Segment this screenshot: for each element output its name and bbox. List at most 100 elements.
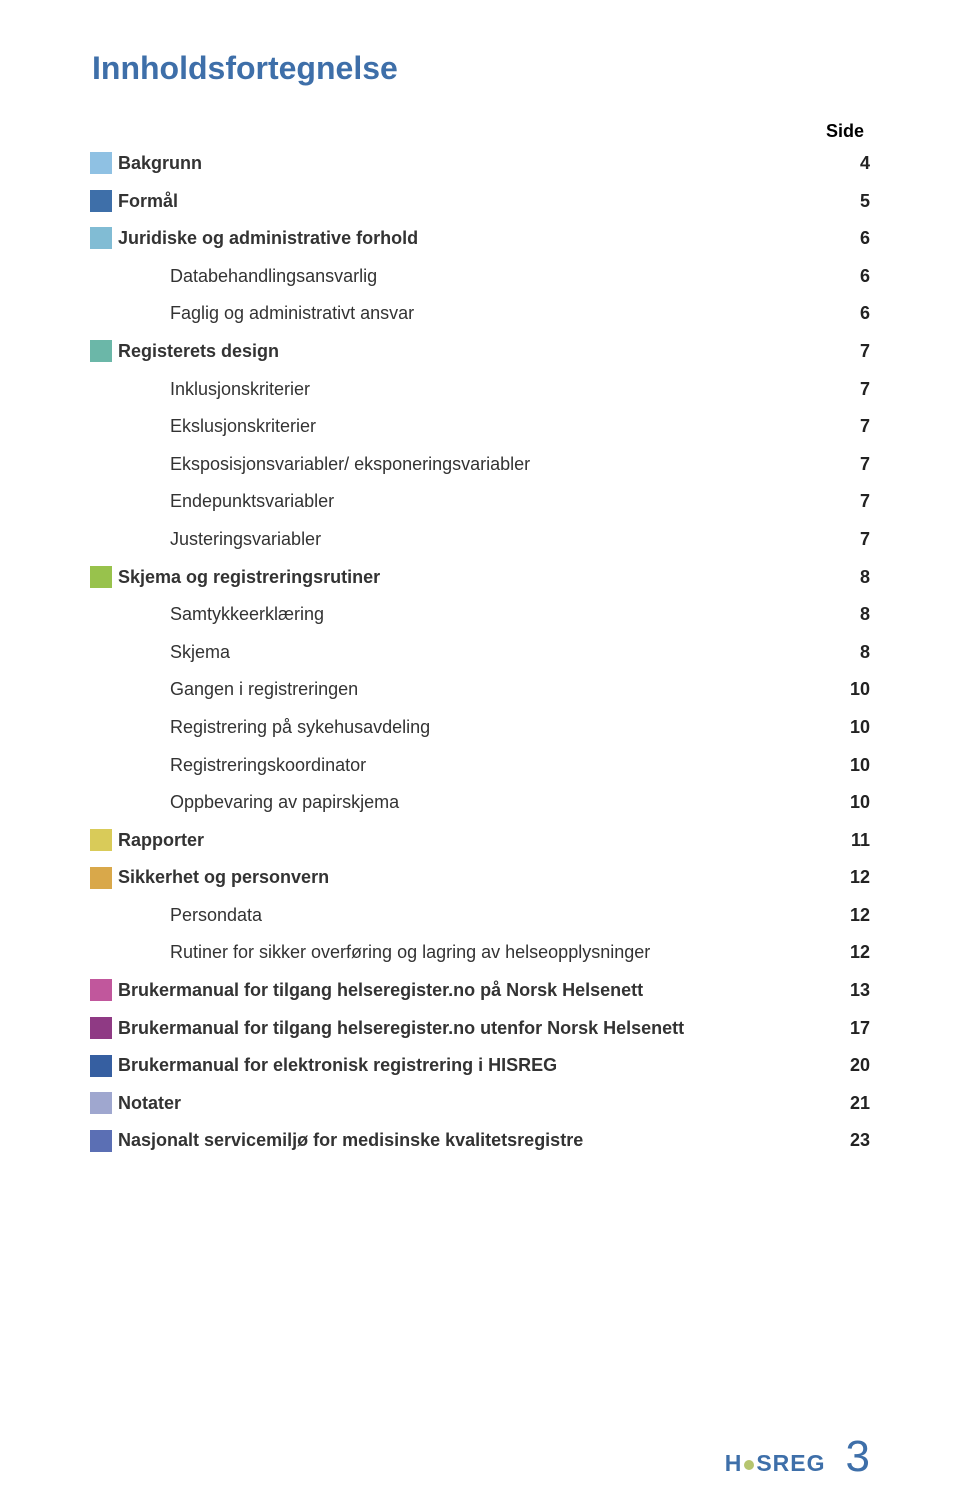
toc-label: Justeringsvariabler (118, 524, 830, 555)
toc-square-icon (90, 265, 112, 287)
toc-page-number: 7 (830, 374, 870, 405)
toc-row: Persondata12 (90, 900, 870, 931)
toc-row: Justeringsvariabler7 (90, 524, 870, 555)
toc-page-number: 21 (830, 1088, 870, 1119)
toc-square-icon (90, 1130, 112, 1152)
toc-row: Ekslusjonskriterier7 (90, 411, 870, 442)
toc-page-number: 10 (830, 750, 870, 781)
toc-page-number: 7 (830, 524, 870, 555)
toc-page-number: 12 (830, 937, 870, 968)
side-column-header: Side (90, 121, 870, 142)
toc-row: Notater21 (90, 1088, 870, 1119)
toc-page-number: 10 (830, 712, 870, 743)
toc-page-number: 23 (830, 1125, 870, 1156)
toc-label: Faglig og administrativt ansvar (118, 298, 830, 329)
toc-label: Oppbevaring av papirskjema (118, 787, 830, 818)
toc-label: Rutiner for sikker overføring og lagring… (118, 937, 830, 968)
toc-row: Skjema og registreringsrutiner8 (90, 562, 870, 593)
logo-dot-icon (744, 1460, 754, 1470)
toc-row: Formål5 (90, 186, 870, 217)
toc-square-icon (90, 716, 112, 738)
toc-square-icon (90, 829, 112, 851)
toc-label: Nasjonalt servicemiljø for medisinske kv… (118, 1125, 830, 1156)
toc-page-number: 12 (830, 862, 870, 893)
toc-label: Sikkerhet og personvern (118, 862, 830, 893)
toc-label: Endepunktsvariabler (118, 486, 830, 517)
toc-square-icon (90, 378, 112, 400)
toc-page-number: 10 (830, 674, 870, 705)
toc-row: Registerets design7 (90, 336, 870, 367)
toc-row: Eksposisjonsvariabler/ eksponeringsvaria… (90, 449, 870, 480)
toc-page-number: 7 (830, 411, 870, 442)
logo-text-sreg: SREG (756, 1450, 825, 1476)
toc-row: Juridiske og administrative forhold6 (90, 223, 870, 254)
toc-label: Ekslusjonskriterier (118, 411, 830, 442)
toc-square-icon (90, 904, 112, 926)
toc-square-icon (90, 679, 112, 701)
toc-square-icon (90, 641, 112, 663)
toc-label: Databehandlingsansvarlig (118, 261, 830, 292)
toc-square-icon (90, 340, 112, 362)
toc-square-icon (90, 791, 112, 813)
toc-page-number: 4 (830, 148, 870, 179)
toc-square-icon (90, 303, 112, 325)
toc-page-number: 12 (830, 900, 870, 931)
logo-text-h: H (725, 1450, 743, 1476)
toc-row: Sikkerhet og personvern12 (90, 862, 870, 893)
toc-row: Nasjonalt servicemiljø for medisinske kv… (90, 1125, 870, 1156)
toc-label: Formål (118, 186, 830, 217)
table-of-contents: Bakgrunn4Formål5Juridiske og administrat… (90, 148, 870, 1156)
toc-label: Skjema (118, 637, 830, 668)
toc-page-number: 8 (830, 599, 870, 630)
toc-page-number: 6 (830, 261, 870, 292)
toc-square-icon (90, 453, 112, 475)
toc-row: Brukermanual for tilgang helseregister.n… (90, 975, 870, 1006)
toc-square-icon (90, 603, 112, 625)
toc-page-number: 7 (830, 336, 870, 367)
toc-page-number: 7 (830, 449, 870, 480)
toc-label: Registerets design (118, 336, 830, 367)
toc-square-icon (90, 415, 112, 437)
toc-label: Inklusjonskriterier (118, 374, 830, 405)
toc-row: Gangen i registreringen10 (90, 674, 870, 705)
toc-square-icon (90, 227, 112, 249)
toc-label: Eksposisjonsvariabler/ eksponeringsvaria… (118, 449, 830, 480)
page-title: Innholdsfortegnelse (92, 50, 870, 87)
toc-label: Brukermanual for elektronisk registrerin… (118, 1050, 830, 1081)
toc-square-icon (90, 1092, 112, 1114)
toc-page-number: 13 (830, 975, 870, 1006)
toc-label: Brukermanual for tilgang helseregister.n… (118, 1013, 830, 1044)
toc-row: Faglig og administrativt ansvar6 (90, 298, 870, 329)
toc-row: Registreringskoordinator10 (90, 750, 870, 781)
toc-label: Bakgrunn (118, 148, 830, 179)
toc-page-number: 17 (830, 1013, 870, 1044)
toc-label: Persondata (118, 900, 830, 931)
toc-row: Rutiner for sikker overføring og lagring… (90, 937, 870, 968)
toc-label: Rapporter (118, 825, 830, 856)
toc-page-number: 5 (830, 186, 870, 217)
toc-row: Samtykkeerklæring8 (90, 599, 870, 630)
toc-row: Inklusjonskriterier7 (90, 374, 870, 405)
toc-row: Bakgrunn4 (90, 148, 870, 179)
toc-square-icon (90, 754, 112, 776)
toc-page-number: 6 (830, 223, 870, 254)
footer: HSREG 3 (725, 1432, 870, 1482)
toc-page-number: 8 (830, 637, 870, 668)
toc-page-number: 6 (830, 298, 870, 329)
toc-label: Registreringskoordinator (118, 750, 830, 781)
toc-square-icon (90, 528, 112, 550)
toc-label: Skjema og registreringsrutiner (118, 562, 830, 593)
toc-row: Oppbevaring av papirskjema10 (90, 787, 870, 818)
toc-row: Brukermanual for tilgang helseregister.n… (90, 1013, 870, 1044)
toc-square-icon (90, 979, 112, 1001)
toc-row: Rapporter11 (90, 825, 870, 856)
toc-row: Databehandlingsansvarlig6 (90, 261, 870, 292)
toc-square-icon (90, 867, 112, 889)
toc-square-icon (90, 1055, 112, 1077)
toc-label: Juridiske og administrative forhold (118, 223, 830, 254)
toc-row: Skjema8 (90, 637, 870, 668)
toc-square-icon (90, 190, 112, 212)
toc-page-number: 7 (830, 486, 870, 517)
toc-row: Brukermanual for elektronisk registrerin… (90, 1050, 870, 1081)
toc-page-number: 20 (830, 1050, 870, 1081)
